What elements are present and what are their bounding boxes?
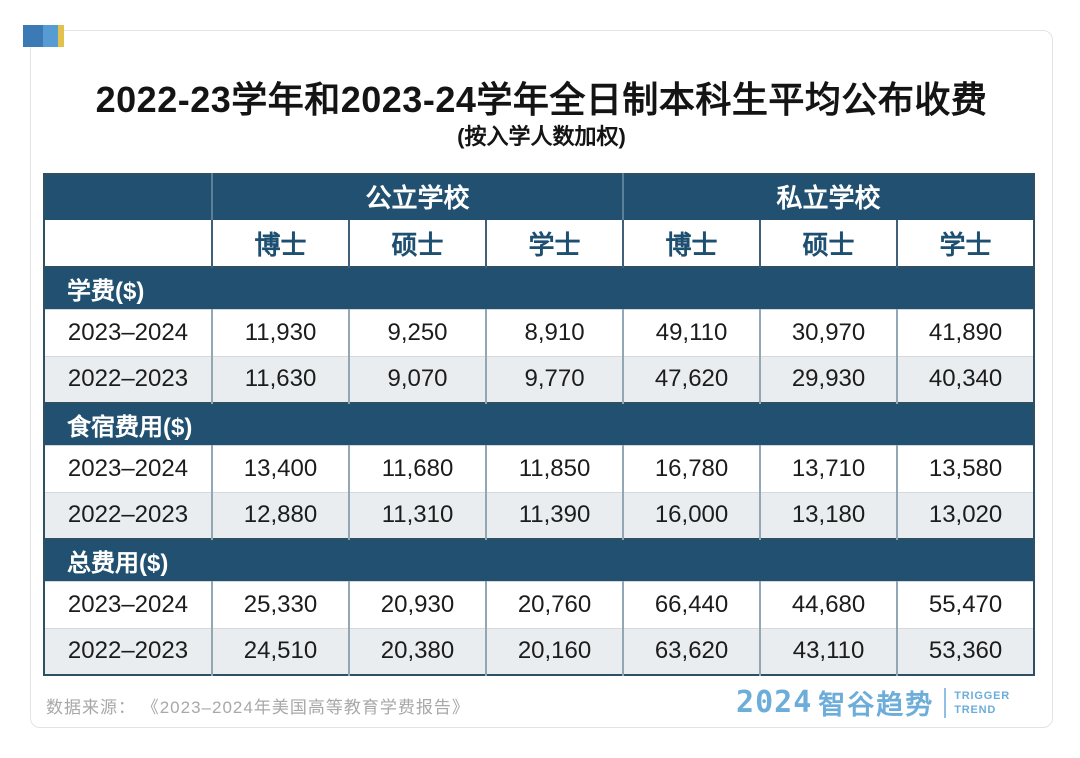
data-source-note: 数据来源： 《2023–2024年美国高等教育学费报告》 bbox=[46, 698, 470, 717]
corner-cell bbox=[44, 174, 212, 219]
section-header-total: 总费用($) bbox=[44, 538, 1035, 581]
logo-tagline-line1: TRIGGER bbox=[954, 689, 1010, 702]
section-header-room-board: 食宿费用($) bbox=[44, 402, 1035, 445]
cell-value: 25,330 bbox=[211, 580, 349, 628]
cell-value: 11,930 bbox=[211, 308, 349, 356]
brand-logo: 2024 智谷趋势 TRIGGER TREND bbox=[736, 683, 1010, 722]
cell-value: 20,930 bbox=[348, 580, 486, 628]
cell-value: 12,880 bbox=[211, 491, 349, 539]
cell-value: 20,760 bbox=[484, 580, 624, 628]
col-header-public-doctoral: 博士 bbox=[211, 218, 349, 267]
logo-tagline-line2: TREND bbox=[954, 703, 997, 716]
section-header-tuition: 学费($) bbox=[44, 266, 1035, 309]
cell-value: 49,110 bbox=[622, 308, 761, 356]
col-header-private-bachelors: 学士 bbox=[896, 218, 1035, 267]
section-label: 食宿费用($) bbox=[44, 402, 1035, 445]
cell-value: 11,680 bbox=[348, 444, 486, 492]
section-label: 总费用($) bbox=[44, 538, 1035, 581]
cell-value: 47,620 bbox=[622, 355, 761, 403]
cell-value: 16,000 bbox=[622, 491, 761, 539]
cell-value: 29,930 bbox=[759, 355, 898, 403]
row-label: 2022–2023 bbox=[44, 491, 212, 539]
table-row: 2022–2023 12,880 11,310 11,390 16,000 13… bbox=[44, 491, 1035, 539]
logo-brand-name: 智谷趋势 bbox=[818, 690, 935, 720]
cell-value: 20,380 bbox=[348, 627, 486, 675]
page-title: 2022-23学年和2023-24学年全日制本科生平均公布收费 bbox=[95, 79, 988, 120]
page-subtitle: (按入学人数加权) bbox=[457, 124, 626, 149]
col-header-private-doctoral: 博士 bbox=[622, 218, 761, 267]
cell-value: 66,440 bbox=[622, 580, 761, 628]
cell-value: 16,780 bbox=[622, 444, 761, 492]
cell-value: 24,510 bbox=[211, 627, 349, 675]
cell-value: 41,890 bbox=[896, 308, 1035, 356]
cell-value: 13,580 bbox=[896, 444, 1035, 492]
row-label: 2022–2023 bbox=[44, 355, 212, 403]
cell-value: 13,020 bbox=[896, 491, 1035, 539]
cell-value: 8,910 bbox=[484, 308, 624, 356]
cell-value: 40,340 bbox=[896, 355, 1035, 403]
cell-value: 13,400 bbox=[211, 444, 349, 492]
group-header-public: 公立学校 bbox=[210, 174, 624, 219]
table-row: 2023–2024 25,330 20,930 20,760 66,440 44… bbox=[44, 580, 1035, 628]
cell-value: 13,180 bbox=[759, 491, 898, 539]
cell-value: 30,970 bbox=[759, 308, 898, 356]
row-label: 2023–2024 bbox=[44, 580, 212, 628]
logo-year-text: 2024 bbox=[736, 685, 813, 720]
logo-tagline: TRIGGER TREND bbox=[954, 689, 1010, 717]
cell-value: 55,470 bbox=[896, 580, 1035, 628]
table-row: 2022–2023 24,510 20,380 20,160 63,620 43… bbox=[44, 627, 1035, 675]
cell-value: 9,250 bbox=[348, 308, 486, 356]
cell-value: 9,070 bbox=[348, 355, 486, 403]
row-label: 2022–2023 bbox=[44, 627, 212, 675]
logo-divider bbox=[944, 687, 947, 718]
cell-value: 11,310 bbox=[348, 491, 486, 539]
col-header-public-bachelors: 学士 bbox=[484, 218, 624, 267]
table-row: 2022–2023 11,630 9,070 9,770 47,620 29,9… bbox=[44, 355, 1035, 403]
col-header-public-masters: 硕士 bbox=[348, 218, 486, 267]
fees-table-wrapper: 公立学校 私立学校 博士 硕士 学士 博士 硕士 学士 学 bbox=[43, 173, 1036, 676]
group-header-private: 私立学校 bbox=[622, 174, 1035, 219]
content-card: 2022-23学年和2023-24学年全日制本科生平均公布收费 (按入学人数加权… bbox=[30, 30, 1053, 728]
cell-value: 11,390 bbox=[484, 491, 624, 539]
cell-value: 53,360 bbox=[896, 627, 1035, 675]
deco-square-light-blue bbox=[43, 25, 58, 47]
sub-header-row: 博士 硕士 学士 博士 硕士 学士 bbox=[44, 218, 1035, 267]
col-header-private-masters: 硕士 bbox=[759, 218, 898, 267]
cell-value: 63,620 bbox=[622, 627, 761, 675]
group-header-row: 公立学校 私立学校 bbox=[44, 174, 1035, 219]
row-label: 2023–2024 bbox=[44, 444, 212, 492]
fees-table: 公立学校 私立学校 博士 硕士 学士 博士 硕士 学士 学 bbox=[43, 173, 1036, 676]
cell-value: 11,630 bbox=[211, 355, 349, 403]
corner-decoration bbox=[23, 25, 64, 47]
deco-square-dark-blue bbox=[23, 25, 43, 47]
cell-value: 44,680 bbox=[759, 580, 898, 628]
cell-value: 13,710 bbox=[759, 444, 898, 492]
table-row: 2023–2024 13,400 11,680 11,850 16,780 13… bbox=[44, 444, 1035, 492]
cell-value: 11,850 bbox=[484, 444, 624, 492]
row-label: 2023–2024 bbox=[44, 308, 212, 356]
empty-header-cell bbox=[44, 218, 212, 267]
section-label: 学费($) bbox=[44, 266, 1035, 309]
cell-value: 20,160 bbox=[484, 627, 624, 675]
table-row: 2023–2024 11,930 9,250 8,910 49,110 30,9… bbox=[44, 308, 1035, 356]
cell-value: 43,110 bbox=[759, 627, 898, 675]
cell-value: 9,770 bbox=[484, 355, 624, 403]
deco-strip-yellow bbox=[58, 25, 64, 47]
